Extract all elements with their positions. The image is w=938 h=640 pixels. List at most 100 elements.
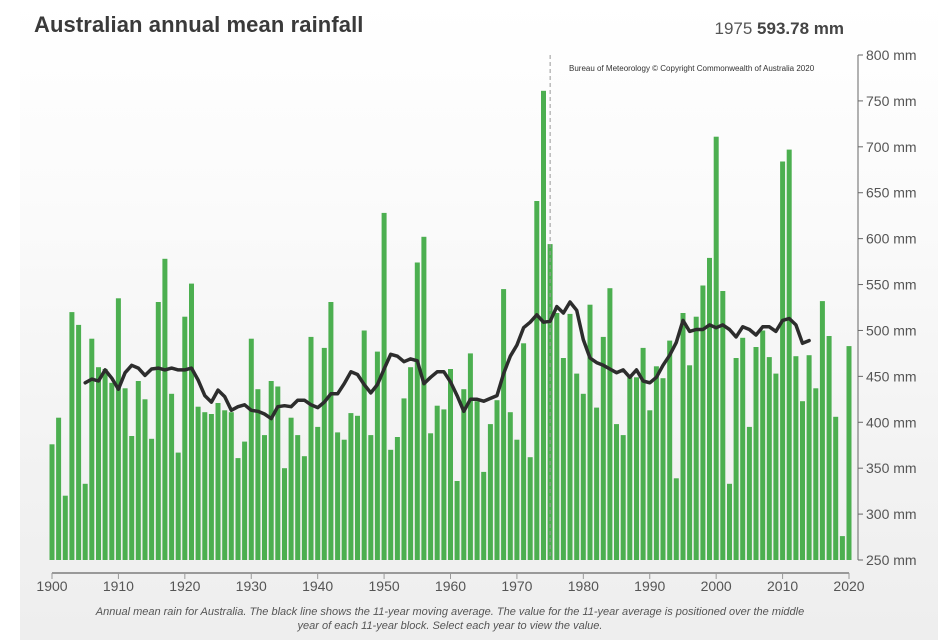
bar-1911[interactable] [122,388,128,560]
bar-1999[interactable] [707,257,712,560]
bar-1976[interactable] [554,313,560,560]
bar-2018[interactable] [833,416,839,560]
bar-1916[interactable] [155,302,161,560]
bar-1923[interactable] [202,412,208,560]
bar-1924[interactable] [208,414,214,560]
bar-1959[interactable] [441,409,447,560]
bar-1957[interactable] [428,433,434,560]
bar-1902[interactable] [62,495,68,560]
bar-1932[interactable] [262,435,267,560]
bar-2014[interactable] [806,355,812,560]
bar-1966[interactable] [487,424,493,560]
bar-1977[interactable] [560,358,566,560]
bar-1904[interactable] [76,324,82,560]
bar-1901[interactable] [56,417,62,560]
bar-2002[interactable] [727,483,732,560]
bar-1937[interactable] [295,435,301,560]
bar-1953[interactable] [401,398,407,560]
bar-1921[interactable] [189,283,194,560]
bar-2017[interactable] [826,336,832,560]
bar-1941[interactable] [321,347,327,560]
bar-1945[interactable] [348,413,354,560]
bar-1951[interactable] [388,449,394,560]
bar-1987[interactable] [627,377,633,560]
bar-1971[interactable] [521,343,527,560]
bar-2011[interactable] [786,149,792,560]
bar-1986[interactable] [620,435,626,560]
bar-1982[interactable] [594,407,600,560]
bar-1906[interactable] [89,338,95,560]
bar-1909[interactable] [109,382,115,560]
bar-1900[interactable] [49,444,55,560]
bar-2006[interactable] [753,347,759,560]
bar-1962[interactable] [461,389,467,560]
bar-1954[interactable] [408,367,414,560]
bar-2012[interactable] [793,356,799,560]
bar-2010[interactable] [780,161,786,561]
bar-1975[interactable] [547,244,553,560]
bar-1918[interactable] [169,393,175,560]
bar-2001[interactable] [720,291,726,560]
bar-2016[interactable] [819,301,825,560]
bar-1963[interactable] [467,353,473,560]
bar-1935[interactable] [282,468,287,560]
bar-1985[interactable] [614,424,619,560]
bar-1973[interactable] [534,201,540,560]
bar-1958[interactable] [434,405,440,560]
bar-1980[interactable] [580,393,586,560]
bar-1910[interactable] [115,298,121,560]
bar-1928[interactable] [235,458,241,560]
bar-1922[interactable] [195,406,201,560]
bar-2009[interactable] [773,373,779,560]
bar-1967[interactable] [494,400,500,560]
bar-1925[interactable] [215,403,221,560]
bar-2020[interactable] [846,346,852,560]
bar-1997[interactable] [693,316,699,560]
bar-1952[interactable] [394,437,400,560]
bar-2003[interactable] [733,358,739,560]
bar-1998[interactable] [700,285,706,561]
bar-1947[interactable] [361,330,367,561]
bar-1948[interactable] [368,435,374,560]
bar-1972[interactable] [527,457,533,560]
bar-1944[interactable] [341,439,347,560]
bar-1915[interactable] [149,438,155,560]
bar-2015[interactable] [813,388,819,560]
bar-1929[interactable] [242,441,248,560]
bar-1965[interactable] [481,471,487,560]
bar-1927[interactable] [228,412,234,560]
bar-1914[interactable] [142,399,148,560]
bar-1989[interactable] [640,347,646,560]
bar-2000[interactable] [713,136,719,560]
bar-1930[interactable] [248,338,254,560]
bar-2019[interactable] [839,536,845,560]
bar-1920[interactable] [182,316,188,560]
bar-1939[interactable] [308,336,314,560]
bar-1994[interactable] [673,478,679,560]
bar-1949[interactable] [374,351,380,560]
bar-1956[interactable] [421,236,427,561]
bar-1903[interactable] [69,312,75,560]
bar-1978[interactable] [567,313,573,560]
bar-1938[interactable] [301,456,307,560]
bar-1942[interactable] [328,302,334,560]
bar-1983[interactable] [600,336,606,560]
bar-1943[interactable] [335,432,341,560]
bar-1995[interactable] [680,313,686,560]
bar-1988[interactable] [634,377,639,560]
bar-2008[interactable] [766,357,772,560]
bar-2007[interactable] [760,330,766,561]
bar-1968[interactable] [501,289,507,560]
bar-1946[interactable] [355,415,360,560]
bar-1991[interactable] [653,366,659,560]
bar-1993[interactable] [667,340,673,560]
bar-1955[interactable] [414,262,420,561]
bar-1926[interactable] [222,410,228,560]
bar-1933[interactable] [268,381,274,560]
bar-1908[interactable] [102,369,108,560]
bar-2013[interactable] [800,401,805,560]
bar-1907[interactable] [96,367,101,560]
bar-2004[interactable] [740,337,746,560]
bar-1917[interactable] [162,258,168,560]
bar-1912[interactable] [129,436,135,560]
